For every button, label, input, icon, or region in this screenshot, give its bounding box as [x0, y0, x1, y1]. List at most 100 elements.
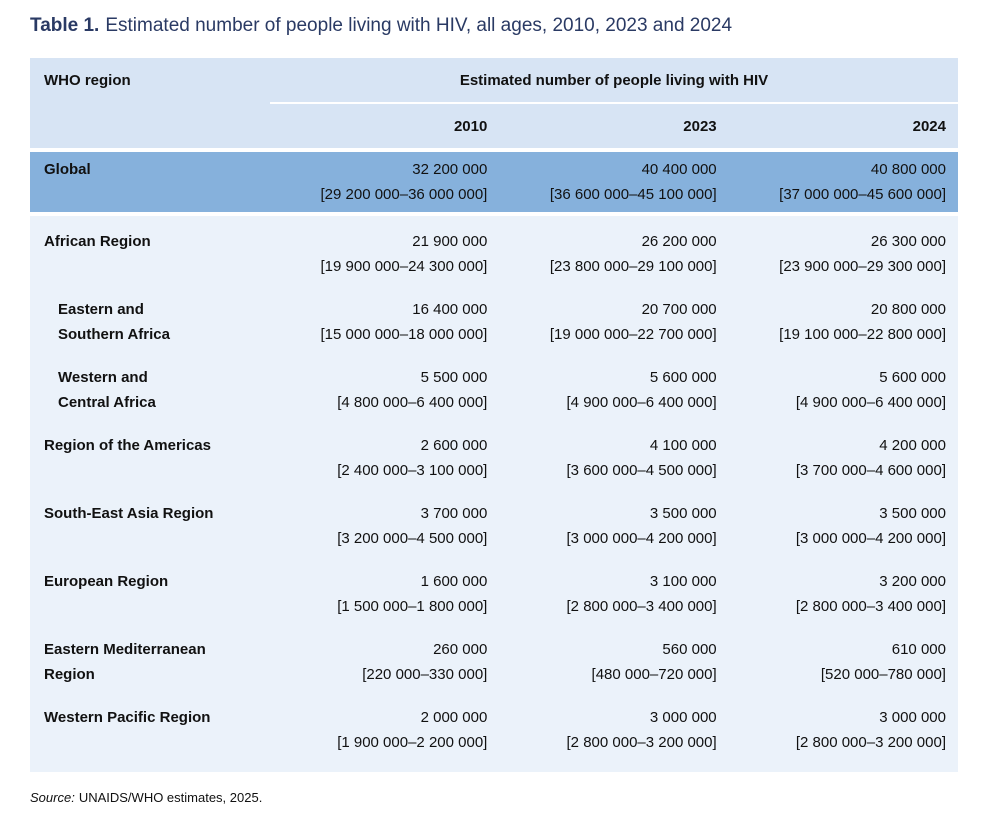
- table-row-south-east-asia: South-East Asia Region 3 700 000 [3 200 …: [30, 492, 958, 560]
- source-note: Source: UNAIDS/WHO estimates, 2025.: [30, 789, 958, 806]
- table-row-western-pacific: Western Pacific Region 2 000 000 [1 900 …: [30, 696, 958, 764]
- estimate: 40 800 000: [870, 161, 946, 178]
- estimate: 20 800 000: [870, 301, 946, 318]
- table-row-eastern-southern-africa: Eastern and Southern Africa 16 400 000 […: [30, 288, 958, 356]
- table-row-americas: Region of the Americas 2 600 000 [2 400 …: [30, 424, 958, 492]
- estimate: 1 600 000: [420, 573, 488, 590]
- value-cell: 5 600 000 [4 900 000–6 400 000]: [729, 365, 958, 415]
- estimate: 4 100 000: [649, 437, 717, 454]
- uncertainty-range: [37 000 000–45 600 000]: [779, 186, 946, 203]
- value-cell: 3 200 000 [2 800 000–3 400 000]: [729, 569, 958, 619]
- uncertainty-range: [4 800 000–6 400 000]: [337, 394, 488, 411]
- uncertainty-range: [2 800 000–3 200 000]: [566, 734, 717, 751]
- table-number-label: Table 1.: [30, 15, 100, 36]
- value-cell: 3 000 000 [2 800 000–3 200 000]: [499, 705, 728, 755]
- value-cell: 3 700 000 [3 200 000–4 500 000]: [270, 501, 499, 551]
- estimate: 3 700 000: [420, 505, 488, 522]
- estimate: 2 600 000: [420, 437, 488, 454]
- estimate: 560 000: [662, 641, 717, 658]
- hiv-estimates-table: WHO region Estimated number of people li…: [30, 58, 958, 772]
- table-row-eastern-mediterranean: Eastern Mediterranean Region 260 000 [22…: [30, 628, 958, 696]
- table-body: African Region 21 900 000 [19 900 000–24…: [30, 216, 958, 772]
- uncertainty-range: [2 800 000–3 200 000]: [795, 734, 946, 751]
- region-name: Western and Central Africa: [58, 369, 156, 411]
- region-name: Eastern Mediterranean Region: [44, 641, 206, 683]
- value-cell: 5 600 000 [4 900 000–6 400 000]: [499, 365, 728, 415]
- uncertainty-range: [3 000 000–4 200 000]: [566, 530, 717, 547]
- region-name: South-East Asia Region: [44, 505, 214, 522]
- uncertainty-range: [2 400 000–3 100 000]: [337, 462, 488, 479]
- estimate: 3 500 000: [879, 505, 946, 522]
- uncertainty-range: [3 600 000–4 500 000]: [566, 462, 717, 479]
- estimate: 2 000 000: [420, 709, 488, 726]
- uncertainty-range: [19 100 000–22 800 000]: [779, 326, 946, 343]
- estimate: 16 400 000: [412, 301, 488, 318]
- uncertainty-range: [15 000 000–18 000 000]: [320, 326, 488, 343]
- uncertainty-range: [3 200 000–4 500 000]: [337, 530, 488, 547]
- estimate: 260 000: [433, 641, 488, 658]
- value-cell: 16 400 000 [15 000 000–18 000 000]: [270, 297, 499, 347]
- value-cell: 5 500 000 [4 800 000–6 400 000]: [270, 365, 499, 415]
- estimate: 5 600 000: [879, 369, 946, 386]
- value-cell: 4 100 000 [3 600 000–4 500 000]: [499, 433, 728, 483]
- estimate: 5 600 000: [649, 369, 717, 386]
- table-row-global: Global 32 200 000 [29 200 000–36 000 000…: [30, 152, 958, 212]
- value-cell: 1 600 000 [1 500 000–1 800 000]: [270, 569, 499, 619]
- estimate: 3 200 000: [879, 573, 946, 590]
- estimate: 40 400 000: [641, 161, 717, 178]
- value-cell: 610 000 [520 000–780 000]: [729, 637, 958, 687]
- uncertainty-range: [19 000 000–22 700 000]: [549, 326, 717, 343]
- column-header-who-region: WHO region: [44, 71, 131, 89]
- uncertainty-range: [4 900 000–6 400 000]: [795, 394, 946, 411]
- source-text: UNAIDS/WHO estimates, 2025.: [78, 790, 263, 805]
- region-name: African Region: [44, 233, 151, 250]
- value-cell: 3 500 000 [3 000 000–4 200 000]: [499, 501, 728, 551]
- estimate: 26 300 000: [870, 233, 946, 250]
- uncertainty-range: [480 000–720 000]: [591, 666, 717, 683]
- uncertainty-range: [220 000–330 000]: [362, 666, 488, 683]
- table-row-western-central-africa: Western and Central Africa 5 500 000 [4 …: [30, 356, 958, 424]
- estimate: 32 200 000: [412, 161, 488, 178]
- value-cell: 2 600 000 [2 400 000–3 100 000]: [270, 433, 499, 483]
- uncertainty-range: [23 800 000–29 100 000]: [549, 258, 717, 275]
- value-cell: 3 500 000 [3 000 000–4 200 000]: [729, 501, 958, 551]
- estimate: 5 500 000: [420, 369, 488, 386]
- uncertainty-range: [29 200 000–36 000 000]: [320, 186, 488, 203]
- value-cell: 21 900 000 [19 900 000–24 300 000]: [270, 229, 499, 279]
- uncertainty-range: [36 600 000–45 100 000]: [549, 186, 717, 203]
- value-cell: 3 000 000 [2 800 000–3 200 000]: [729, 705, 958, 755]
- table-row-african-region: African Region 21 900 000 [19 900 000–24…: [30, 220, 958, 288]
- table-header: WHO region Estimated number of people li…: [30, 58, 958, 148]
- uncertainty-range: [4 900 000–6 400 000]: [566, 394, 717, 411]
- estimate: 610 000: [891, 641, 946, 658]
- uncertainty-range: [2 800 000–3 400 000]: [795, 598, 946, 615]
- estimate: 20 700 000: [641, 301, 717, 318]
- uncertainty-range: [1 900 000–2 200 000]: [337, 734, 488, 751]
- column-group-header: Estimated number of people living with H…: [459, 71, 769, 89]
- estimate: 26 200 000: [641, 233, 717, 250]
- value-cell: 20 700 000 [19 000 000–22 700 000]: [499, 297, 728, 347]
- column-header-2023: 2023: [683, 117, 717, 135]
- uncertainty-range: [19 900 000–24 300 000]: [320, 258, 488, 275]
- region-name: Global: [44, 161, 91, 178]
- region-name: European Region: [44, 573, 169, 590]
- value-cell: 26 300 000 [23 900 000–29 300 000]: [729, 229, 958, 279]
- table-row-european-region: European Region 1 600 000 [1 500 000–1 8…: [30, 560, 958, 628]
- source-label: Source:: [30, 790, 75, 805]
- value-cell: 260 000 [220 000–330 000]: [270, 637, 499, 687]
- uncertainty-range: [23 900 000–29 300 000]: [779, 258, 946, 275]
- uncertainty-range: [2 800 000–3 400 000]: [566, 598, 717, 615]
- estimate: 3 100 000: [649, 573, 717, 590]
- region-name: Eastern and Southern Africa: [58, 301, 170, 343]
- uncertainty-range: [520 000–780 000]: [820, 666, 946, 683]
- table-title-text: Estimated number of people living with H…: [105, 15, 733, 36]
- uncertainty-range: [3 700 000–4 600 000]: [795, 462, 946, 479]
- uncertainty-range: [3 000 000–4 200 000]: [795, 530, 946, 547]
- value-cell: 560 000 [480 000–720 000]: [499, 637, 728, 687]
- value-cell: 3 100 000 [2 800 000–3 400 000]: [499, 569, 728, 619]
- column-header-2024: 2024: [912, 117, 946, 135]
- uncertainty-range: [1 500 000–1 800 000]: [337, 598, 488, 615]
- value-cell: 40 800 000 [37 000 000–45 600 000]: [729, 157, 958, 207]
- region-name: Region of the Americas: [44, 437, 211, 454]
